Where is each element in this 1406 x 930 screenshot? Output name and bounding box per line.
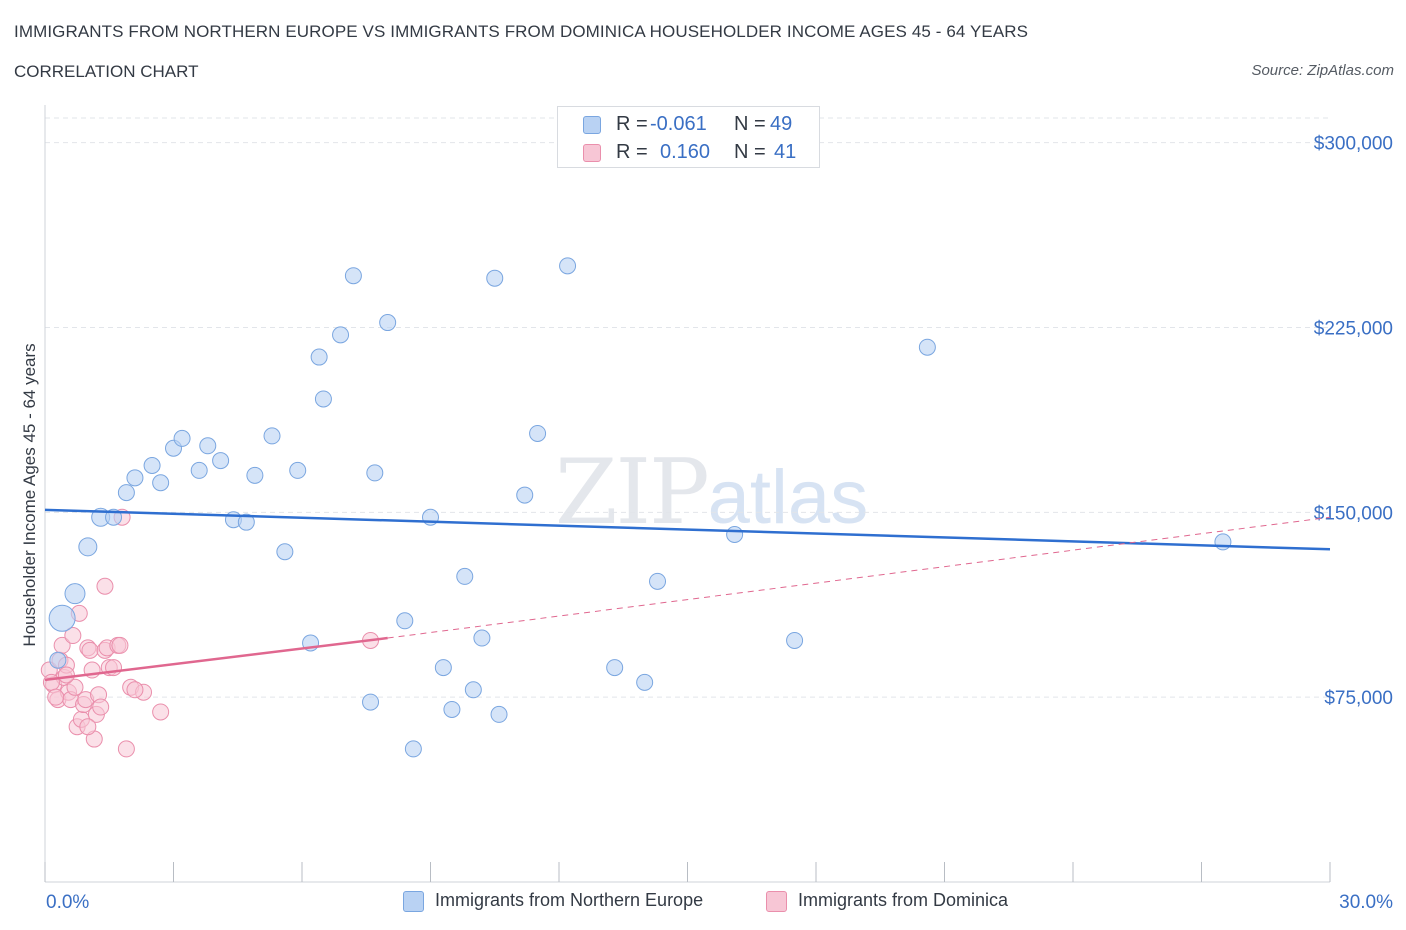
y-axis-label: Householder Income Ages 45 - 64 years	[20, 343, 39, 647]
northern-europe-point	[649, 572, 667, 590]
northern-europe-point	[379, 314, 397, 332]
dominica-trendline-extension	[387, 516, 1331, 639]
legend-n-label: N =	[734, 113, 766, 135]
dominica-point	[92, 698, 110, 716]
dominica-point	[79, 718, 97, 736]
legend-swatch-blue	[583, 116, 601, 134]
northern-europe-point	[190, 461, 208, 479]
x-tick-label: 0.0%	[46, 892, 89, 913]
series-legend-dominica: Immigrants from Dominica	[766, 889, 1056, 915]
northern-europe-point	[443, 700, 461, 718]
northern-europe-point	[332, 326, 350, 344]
legend-r-label: R =	[616, 141, 648, 163]
legend-r-value: -0.061	[650, 113, 707, 135]
y-tick-label: $225,000	[1314, 318, 1393, 339]
chart-subtitle: CORRELATION CHART	[14, 62, 199, 81]
legend-n-value: 41	[774, 141, 797, 163]
dominica-point	[66, 678, 84, 696]
northern-europe-point	[49, 651, 67, 669]
northern-europe-point	[212, 452, 230, 470]
northern-europe-point	[366, 464, 384, 482]
correlation-legend: R = -0.061 N = 49 R = 0.160 N = 41	[557, 106, 820, 168]
legend-n-value: 49	[770, 113, 793, 135]
series-name: Immigrants from Dominica	[798, 890, 1009, 910]
northern-europe-point	[237, 513, 255, 531]
x-tick-label: 30.0%	[1339, 892, 1393, 913]
northern-europe-point	[64, 583, 86, 605]
northern-europe-point	[117, 484, 135, 502]
northern-europe-point	[276, 543, 294, 561]
northern-europe-point	[48, 604, 76, 632]
northern-europe-point	[289, 461, 307, 479]
watermark-atlas: atlas	[707, 455, 869, 540]
northern-europe-point	[490, 705, 508, 723]
northern-europe-point	[434, 659, 452, 677]
chart-title: IMMIGRANTS FROM NORTHERN EUROPE VS IMMIG…	[14, 22, 1029, 41]
dominica-point	[126, 681, 144, 699]
dominica-point	[57, 666, 75, 684]
dominica-trendline	[44, 636, 388, 682]
dominica-point	[64, 627, 82, 645]
northern-europe-point	[263, 427, 281, 445]
source-label: Source: ZipAtlas.com	[1251, 62, 1394, 79]
dominica-point	[111, 636, 129, 654]
northern-europe-point	[246, 466, 264, 484]
northern-europe-point	[310, 348, 328, 366]
dominica-point	[96, 577, 114, 595]
series-name: Immigrants from Northern Europe	[435, 890, 704, 910]
northern-europe-point	[173, 429, 191, 447]
northern-europe-point	[344, 267, 362, 285]
northern-europe-point	[786, 631, 804, 649]
northern-europe-point	[78, 537, 98, 557]
northern-europe-point	[404, 740, 422, 758]
northern-europe-point	[486, 269, 504, 287]
y-tick-label: $150,000	[1314, 503, 1393, 524]
legend-swatch-pink	[583, 144, 601, 162]
northern-europe-point	[473, 629, 491, 647]
northern-europe-point	[516, 486, 534, 504]
northern-europe-point	[559, 257, 577, 275]
legend-r-value: 0.160	[660, 141, 711, 163]
northern-europe-point	[199, 437, 217, 455]
northern-europe-point	[918, 338, 936, 356]
northern-europe-point	[606, 659, 624, 677]
dominica-point	[117, 740, 135, 758]
series-legend-northern-europe: Immigrants from Northern Europe	[403, 889, 743, 915]
y-tick-label: $75,000	[1324, 688, 1393, 709]
northern-europe-point	[362, 693, 380, 711]
series-swatch-blue	[403, 891, 424, 912]
dominica-point	[81, 641, 99, 659]
dominica-point	[152, 703, 170, 721]
northern-europe-point	[126, 469, 144, 487]
northern-europe-point	[726, 526, 744, 544]
series-swatch-pink	[766, 891, 787, 912]
northern-europe-point	[396, 612, 414, 630]
dominica-point	[42, 673, 60, 691]
northern-europe-point	[456, 567, 474, 585]
dominica-point	[47, 688, 65, 706]
northern-europe-point	[314, 390, 332, 408]
legend-n-label: N =	[734, 141, 766, 163]
northern-europe-point	[464, 681, 482, 699]
northern-europe-point	[1214, 533, 1232, 551]
northern-europe-point	[143, 456, 161, 474]
northern-europe-point	[152, 474, 170, 492]
legend-r-label: R =	[616, 113, 648, 135]
y-tick-label: $300,000	[1314, 134, 1393, 155]
northern-europe-trendline	[44, 508, 1331, 551]
northern-europe-point	[636, 673, 654, 691]
legend-row-northern-europe: R = -0.061 N = 49	[558, 111, 821, 139]
northern-europe-point	[529, 424, 547, 442]
legend-row-dominica: R = 0.160 N = 41	[558, 139, 821, 167]
